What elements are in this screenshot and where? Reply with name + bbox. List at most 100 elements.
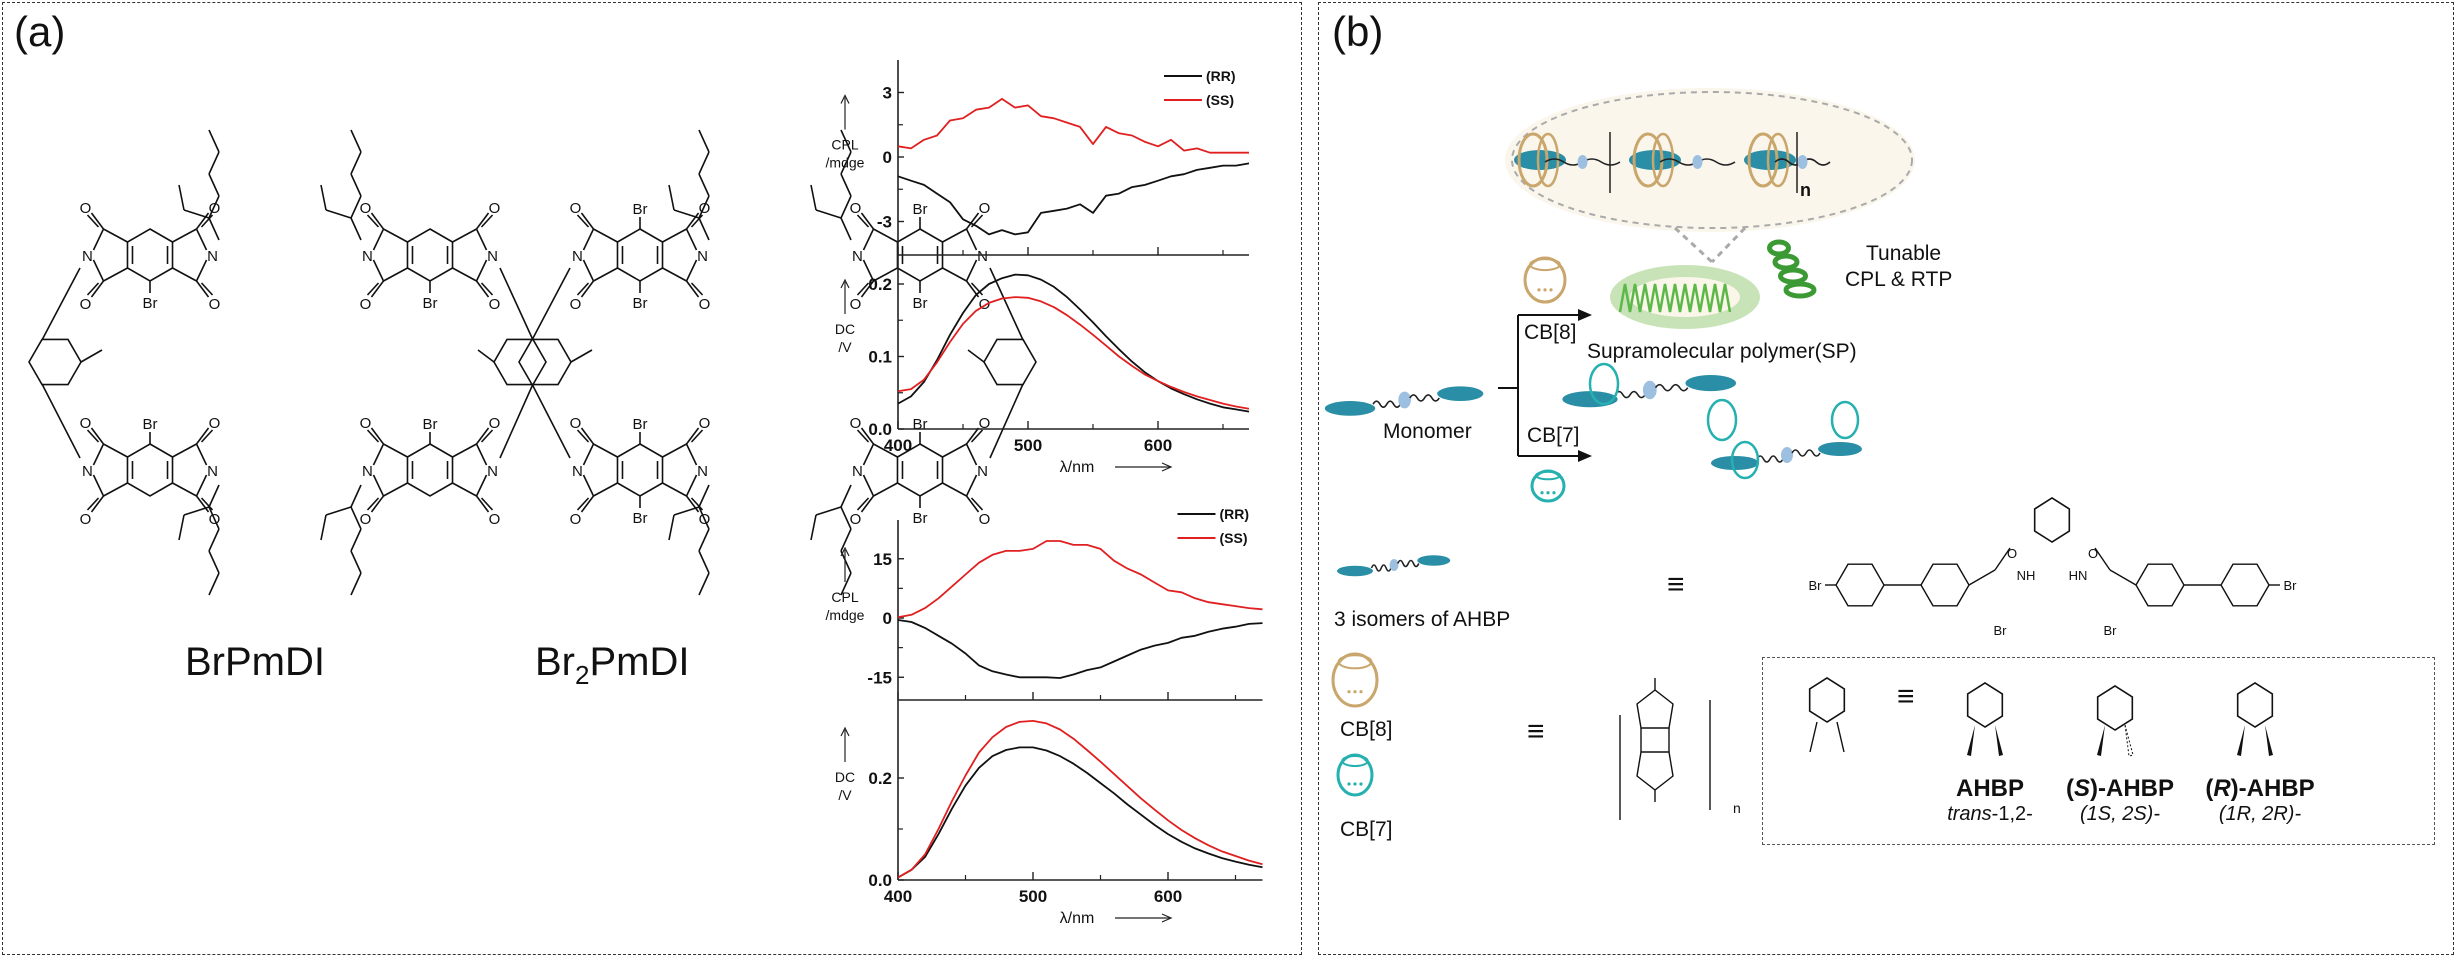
aromatic-ring — [2135, 563, 2185, 607]
isomer-name: AHBP — [1955, 775, 2024, 802]
carbonyl — [580, 280, 595, 298]
alkyl-chain — [698, 528, 710, 552]
atom-label: NH — [2017, 568, 2036, 583]
x-tick-label: 400 — [884, 436, 912, 455]
alkyl-chain — [208, 195, 220, 219]
bond — [685, 443, 698, 466]
cb8-legend-icon — [1331, 652, 1379, 708]
bond — [1994, 547, 2011, 571]
carbonyl — [970, 282, 984, 296]
x-axis-label: λ/nm — [1060, 459, 1095, 476]
bond — [383, 228, 408, 243]
bond — [965, 474, 978, 497]
alkyl-chain — [178, 184, 185, 211]
x-tick-label: 500 — [1019, 887, 1047, 906]
alkyl-chain — [208, 528, 220, 552]
alkyl-chain — [208, 550, 220, 574]
atom-o: O — [80, 296, 92, 313]
bond — [172, 228, 197, 243]
bond — [92, 443, 105, 466]
atom-br: Br — [633, 295, 648, 312]
cyclohexane-ring — [1808, 677, 1846, 723]
bond — [662, 443, 687, 458]
carbonyl — [856, 429, 870, 443]
alkyl-chain — [840, 151, 852, 175]
atom-n: N — [362, 463, 373, 480]
monomer-linker — [1372, 400, 1402, 408]
bond — [92, 474, 105, 497]
series-line-ss — [897, 98, 1249, 154]
alkyl-chain — [208, 129, 220, 153]
bond — [582, 474, 595, 497]
series-line-ss — [897, 720, 1263, 879]
carbonyl — [200, 214, 214, 228]
bond — [372, 228, 385, 251]
cb7-complex-pyridinium — [1818, 442, 1862, 456]
carbonyl — [860, 280, 875, 298]
atom-br: Br — [633, 416, 648, 433]
cb8-icon-dot — [1549, 288, 1553, 292]
aromatic-ring — [1835, 563, 1885, 607]
panel-a-label: (a) — [14, 8, 66, 55]
alkyl-chain — [350, 506, 362, 530]
polymer-unit — [1629, 150, 1681, 170]
alkyl-chain — [320, 184, 327, 211]
atom-n: N — [697, 463, 708, 480]
carbonyl — [965, 427, 980, 445]
aromatic-ring — [2220, 563, 2270, 607]
bond — [499, 267, 534, 341]
bond — [582, 259, 595, 282]
carbonyl — [685, 495, 700, 513]
alkyl-chain — [208, 506, 220, 530]
cyclohexane-ring — [1966, 682, 2004, 728]
legend-label: (RR) — [1206, 68, 1236, 84]
cb7-icon-dot — [1546, 491, 1550, 495]
bond — [383, 443, 408, 458]
bond — [862, 474, 875, 497]
bond — [593, 443, 618, 458]
carbonyl — [480, 282, 494, 296]
y-axis-label: CPL — [831, 589, 858, 605]
bond — [172, 267, 197, 282]
cb8-legend-icon-dot — [1347, 690, 1351, 694]
arrow-head-icon — [1578, 450, 1592, 462]
y-axis-label-unit: /mdge — [826, 607, 865, 623]
atom-br: Br — [913, 295, 928, 312]
bond — [989, 383, 1024, 459]
carbonyl — [970, 429, 984, 443]
bond — [685, 474, 698, 497]
alkyl-chain — [698, 572, 710, 596]
bond — [862, 228, 875, 251]
molecule-name-brpmdi: BrPmDI — [185, 640, 325, 684]
carbonyl — [200, 429, 214, 443]
atom-o: O — [209, 415, 221, 432]
alkyl-chain — [350, 572, 362, 596]
atom-o: O — [979, 415, 991, 432]
bond — [475, 259, 488, 282]
atom-n: N — [697, 248, 708, 265]
atom-n: N — [572, 248, 583, 265]
cb7-complex-pyridinium — [1711, 456, 1759, 470]
carbonyl — [90, 495, 105, 513]
y-tick-label: 0.1 — [868, 348, 892, 367]
carbonyl — [860, 427, 875, 445]
alkyl-chain — [208, 572, 220, 596]
atom-o: O — [570, 511, 582, 528]
cb7-icon-rim — [1535, 470, 1561, 481]
bond — [685, 259, 698, 282]
bond — [873, 482, 898, 497]
isomer-prefix: R — [2213, 775, 2231, 802]
monomer-pyridinium — [1324, 401, 1376, 416]
carbonyl — [370, 212, 385, 230]
arrow-head-icon — [840, 94, 850, 104]
atom-o: O — [489, 511, 501, 528]
bond — [475, 228, 488, 251]
series-line-rr — [897, 746, 1263, 879]
carbonyl — [860, 212, 875, 230]
carbonyl — [195, 495, 210, 513]
alkyl-chain — [698, 195, 710, 219]
arrow-head-icon — [1578, 309, 1592, 321]
arrow-head-icon — [840, 726, 850, 737]
x-tick-label: 400 — [884, 887, 912, 906]
y-tick-label: -15 — [867, 668, 892, 687]
